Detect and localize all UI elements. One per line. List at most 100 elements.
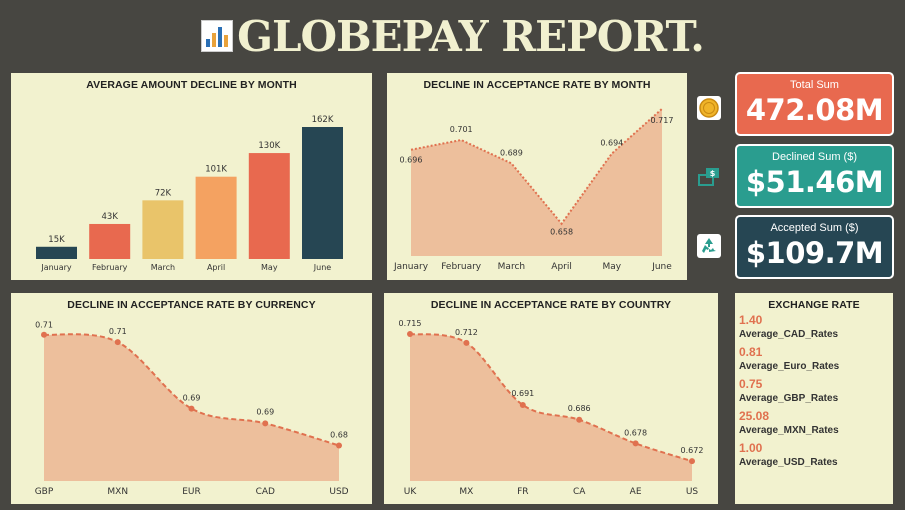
money-transfer-icon: $ xyxy=(697,165,721,189)
exchange-item: 0.81 Average_Euro_Rates xyxy=(739,345,839,373)
kpi-declined-sum: Declined Sum ($) $51.46M xyxy=(735,144,894,208)
data-label: 0.715 xyxy=(399,319,422,328)
data-label: 101K xyxy=(205,165,227,175)
x-tick-label: May xyxy=(602,262,621,272)
data-label: 0.69 xyxy=(256,407,274,416)
exchange-label: Average_MXN_Rates xyxy=(739,425,839,436)
data-point xyxy=(632,440,639,447)
kpi-value: $109.7M xyxy=(745,236,884,270)
exchange-item: 1.40 Average_CAD_Rates xyxy=(739,313,839,341)
bar xyxy=(195,176,237,259)
data-label: 0.68 xyxy=(330,431,348,440)
x-tick-label: March xyxy=(151,263,175,272)
x-tick-label: GBP xyxy=(35,487,54,497)
data-label: 0.696 xyxy=(400,156,423,165)
data-label: 0.694 xyxy=(600,139,623,148)
panel-bar-month: AVERAGE AMOUNT DECLINE BY MONTH 15K Janua… xyxy=(11,73,372,280)
exchange-title: EXCHANGE RATE xyxy=(768,299,860,311)
area-fill xyxy=(44,334,339,481)
data-label: 0.712 xyxy=(455,328,478,337)
exchange-value: 25.08 xyxy=(739,409,770,423)
exchange-list: 1.40 Average_CAD_Rates 0.81 Average_Euro… xyxy=(739,313,839,473)
x-tick-label: January xyxy=(40,263,72,272)
exchange-item: 0.75 Average_GBP_Rates xyxy=(739,377,839,405)
data-label: 0.672 xyxy=(681,446,704,455)
kpi-value: 472.08M xyxy=(745,93,884,127)
exchange-label: Average_CAD_Rates xyxy=(739,329,839,340)
data-point xyxy=(463,339,470,346)
kpi-label: Total Sum xyxy=(790,79,839,91)
data-label: 0.701 xyxy=(450,125,473,134)
exchange-value: 1.40 xyxy=(739,313,763,327)
data-label: 162K xyxy=(312,115,334,125)
report-header: GLOBEPAY REPORT. xyxy=(0,8,905,64)
data-point xyxy=(41,331,47,338)
x-tick-label: February xyxy=(441,262,482,272)
x-tick-label: February xyxy=(92,263,128,272)
exchange-item: 25.08 Average_MXN_Rates xyxy=(739,409,839,437)
x-tick-label: MX xyxy=(459,487,473,497)
x-tick-label: March xyxy=(498,262,525,272)
x-tick-label: June xyxy=(313,263,332,272)
x-tick-label: CA xyxy=(573,487,586,497)
report-title: GLOBEPAY REPORT. xyxy=(237,11,705,61)
chart-title: DECLINE IN ACCEPTANCE RATE BY CURRENCY xyxy=(67,299,316,311)
x-tick-label: USD xyxy=(329,487,348,497)
exchange-value: 0.75 xyxy=(739,377,763,391)
data-label: 0.689 xyxy=(500,148,523,157)
area-chart-acceptance-country: 0.715 UK 0.712 MX 0.691 FR 0.686 CA 0.678 AE 0.672… xyxy=(399,319,704,497)
x-tick-label: June xyxy=(651,262,672,272)
x-tick-label: May xyxy=(261,263,278,272)
data-label: 0.69 xyxy=(183,394,201,403)
data-point xyxy=(262,420,269,427)
kpi-value: $51.46M xyxy=(745,165,884,199)
data-point xyxy=(407,330,413,337)
data-label: 43K xyxy=(102,212,119,222)
x-tick-label: MXN xyxy=(107,487,128,497)
chart-title: DECLINE IN ACCEPTANCE RATE BY MONTH xyxy=(423,79,651,91)
data-label: 0.71 xyxy=(109,327,127,336)
x-tick-label: CAD xyxy=(256,487,275,497)
area-fill xyxy=(411,108,662,256)
data-label: 15K xyxy=(48,235,65,245)
exchange-label: Average_USD_Rates xyxy=(739,457,838,468)
x-tick-label: EUR xyxy=(182,487,201,497)
data-label: 0.658 xyxy=(550,228,573,237)
data-point xyxy=(188,405,195,412)
bar-chart-icon xyxy=(201,20,234,52)
exchange-label: Average_Euro_Rates xyxy=(739,361,840,372)
panel-exchange-rate: EXCHANGE RATE 1.40 Average_CAD_Rates 0.8… xyxy=(735,293,893,504)
kpi-label: Accepted Sum ($) xyxy=(770,222,859,234)
data-point xyxy=(114,339,121,346)
chart-title: DECLINE IN ACCEPTANCE RATE BY COUNTRY xyxy=(430,299,672,311)
x-tick-label: AE xyxy=(630,487,642,497)
panel-area-currency: DECLINE IN ACCEPTANCE RATE BY CURRENCY 0… xyxy=(11,293,372,504)
bar xyxy=(36,246,77,259)
exchange-value: 1.00 xyxy=(739,441,763,455)
area-chart-acceptance-currency: 0.71 GBP 0.71 MXN 0.69 EUR 0.69 CAD 0.68 USD xyxy=(35,321,349,497)
data-point xyxy=(336,442,342,449)
exchange-value: 0.81 xyxy=(739,345,763,359)
x-tick-label: US xyxy=(686,487,699,497)
x-tick-label: April xyxy=(207,263,225,272)
recycle-icon xyxy=(697,234,721,258)
x-tick-label: January xyxy=(393,262,429,272)
data-label: 0.71 xyxy=(35,321,53,330)
series-line xyxy=(43,333,340,447)
bar xyxy=(302,127,343,259)
data-label: 0.691 xyxy=(511,389,534,398)
panel-area-month: DECLINE IN ACCEPTANCE RATE BY MONTH 0.69… xyxy=(387,73,687,280)
data-point xyxy=(576,416,583,423)
x-tick-label: FR xyxy=(517,487,528,497)
bar xyxy=(248,153,290,259)
data-point xyxy=(689,458,695,465)
data-label: 0.717 xyxy=(651,116,674,125)
data-point xyxy=(519,401,526,408)
chart-title: AVERAGE AMOUNT DECLINE BY MONTH xyxy=(86,79,297,91)
svg-text:$: $ xyxy=(710,169,716,178)
kpi-label: Declined Sum ($) xyxy=(772,151,857,163)
kpi-accepted-sum: Accepted Sum ($) $109.7M xyxy=(735,215,894,279)
exchange-item: 1.00 Average_USD_Rates xyxy=(739,441,839,469)
x-tick-label: April xyxy=(551,262,572,272)
area-fill xyxy=(410,333,692,481)
